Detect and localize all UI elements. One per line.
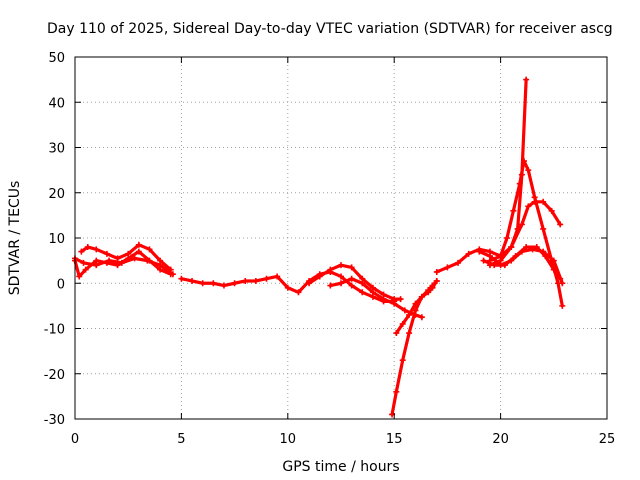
x-tick-label: 0 <box>71 432 79 447</box>
y-tick-label: 40 <box>48 96 65 111</box>
x-tick-label: 15 <box>386 432 403 447</box>
axis-ticks: 0 5 10 15 20 25 -30 -20 -10 0 10 20 30 40 50 <box>44 51 616 447</box>
series-line <box>390 279 439 417</box>
series-line <box>79 243 173 272</box>
series-point-markers <box>306 262 404 303</box>
y-tick-label: -10 <box>44 323 65 338</box>
series-point-markers <box>78 241 174 273</box>
y-tick-label: 0 <box>57 277 65 292</box>
y-tick-label: -20 <box>44 368 65 383</box>
series-line <box>307 263 403 301</box>
series-point-markers <box>433 76 530 275</box>
series-point-markers <box>393 277 440 337</box>
x-axis-label: GPS time / hours <box>282 459 399 475</box>
data-series <box>72 76 566 418</box>
x-tick-label: 10 <box>280 432 297 447</box>
series-point-markers <box>486 198 564 269</box>
y-tick-label: 10 <box>48 232 65 247</box>
y-tick-label: -30 <box>44 413 65 428</box>
chart-title: Day 110 of 2025, Sidereal Day-to-day VTE… <box>47 21 613 37</box>
series-point-markers <box>486 158 566 309</box>
y-tick-label: 20 <box>48 187 65 202</box>
series-point-markers <box>476 246 566 287</box>
x-tick-label: 5 <box>177 432 185 447</box>
y-tick-label: 50 <box>48 51 65 66</box>
grid-lines <box>75 57 607 419</box>
x-tick-label: 25 <box>599 432 616 447</box>
y-tick-label: 30 <box>48 142 65 157</box>
series-line <box>488 159 564 308</box>
y-axis-label: SDTVAR / TECUs <box>7 181 23 296</box>
x-tick-label: 20 <box>492 432 509 447</box>
